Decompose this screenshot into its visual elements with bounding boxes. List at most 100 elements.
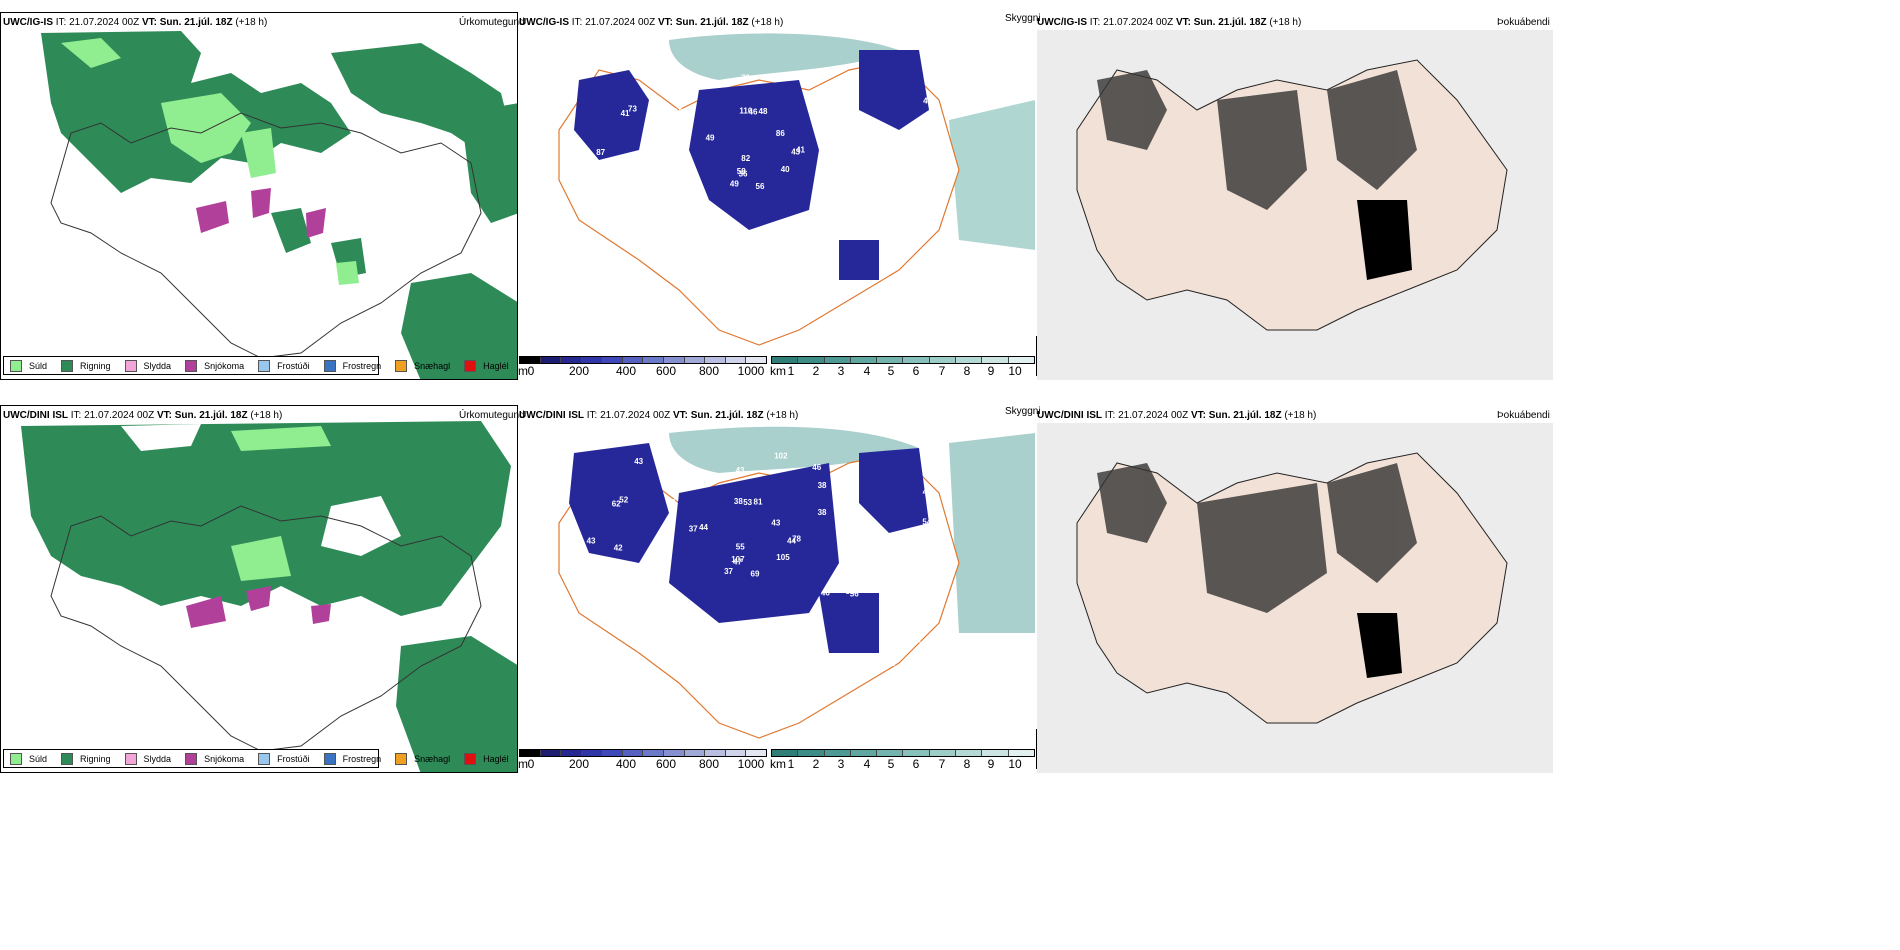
row1-vis-vt-label: VT: [657,17,673,28]
row2-precip-map: Súld Rigning Slydda Snjókoma Frostúði Fr… [0,405,518,773]
map-value-label: 40 [781,165,790,174]
map-value-label: 97 [844,475,853,484]
elevation-ticks: 0 200 400 600 800 1000 [519,364,767,378]
visibility-tick: 9 [987,757,995,771]
map-value-label: 61 [917,659,926,668]
legend-item-sudl: Súld [10,752,48,765]
map-value-label: 85 [846,587,855,596]
map-value-label: 48 [759,107,768,116]
map-value-label: 57 [640,280,649,289]
row2-vis-vt-value: Sun. 21.júl. 18Z [690,410,764,421]
map-value-label: 53 [743,498,752,507]
visibility-ticks: 1 2 3 4 5 6 7 8 9 10 [771,364,1035,378]
row1-snow-1 [196,201,229,233]
map-value-label: 52 [917,276,926,285]
visibility-tick: 1 [787,757,795,771]
row1-drizzle-3 [241,128,276,178]
row2-snow-3 [311,604,331,624]
elevation-tick: 200 [568,757,590,771]
map-value-label: 110 [739,107,752,116]
row1-fog-east [949,100,1035,250]
elevation-tick: 1000 [737,757,765,771]
visibility-tick: 2 [812,757,820,771]
row2-precip-svg [21,421,517,772]
map-value-label: 42 [614,544,623,553]
row2-model: UWC/DINI ISL [3,410,68,421]
legend-label: Slydda [143,753,172,764]
row1-fog-black-e [1357,200,1412,280]
legend-swatch [61,752,74,765]
row2-fog-title: Þokuábendi [1497,410,1550,421]
legend-label: Súld [29,753,48,764]
row2-fog-dark-ne [1327,463,1417,583]
legend-label: Frostúði [277,753,310,764]
row2-snow-2 [246,586,271,611]
map-value-label: 73 [628,105,637,114]
row2-vis-vt-label: VT: [672,410,688,421]
row1-fog-dark-n [1217,90,1307,210]
visibility-cells [771,749,1035,757]
visibility-tick: 4 [863,364,871,378]
visibility-tick: 6 [912,364,920,378]
row2-vt-value: Sun. 21.júl. 18Z [174,410,248,421]
map-value-label: 107 [731,555,745,564]
row2-fog-it-value: 21.07.2024 00Z [1118,410,1189,421]
legend-item-frostudi: Frostúði [258,359,310,372]
map-value-label: 44 [787,536,796,545]
visibility-tick: 3 [837,364,845,378]
visibility-tick: 10 [1008,757,1022,771]
map-value-label: 47 [923,97,932,106]
map-value-label: 43 [598,639,607,648]
elevation-ticks: 0 200 400 600 800 1000 [519,757,767,771]
map-value-label: 74 [634,231,643,240]
visibility-tick: 5 [887,757,895,771]
legend-swatch [395,752,408,765]
map-value-label: 41 [923,128,932,137]
map-value-label: 52 [824,202,833,211]
map-value-label: 52 [681,233,690,242]
map-value-label: 69 [751,569,760,578]
map-value-label: 56 [850,590,859,599]
map-value-label: 53 [676,229,685,238]
map-value-label: 43 [736,466,745,475]
row1-vis-header: UWC/IG-IS IT: 21.07.2024 00Z VT: Sun. 21… [519,17,783,29]
row2-vis-model: UWC/DINI ISL [519,410,584,421]
map-value-label: 70 [821,118,830,127]
row1-it-value: 21.07.2024 00Z [69,17,140,28]
row2-vis-title: Skyggni [1005,406,1041,417]
row2-fog-black-e [1357,613,1402,678]
map-value-label: 40 [923,488,932,497]
elevation-tick: 400 [615,364,637,378]
row2-iceland-outline [50,505,482,752]
row2-fog-it-label: IT: [1104,410,1116,421]
map-value-label: 43 [771,519,780,528]
map-value-label: 44 [623,155,632,164]
row2-fog-dark-nw [1097,463,1167,543]
visibility-tick: 7 [938,364,946,378]
row2-header: UWC/DINI ISL IT: 21.07.2024 00Z VT: Sun.… [3,410,282,422]
map-value-label: 71 [912,635,921,644]
row1-precip-svg [41,31,517,379]
map-value-label: 47 [733,557,742,566]
row1-vis-lead: (+18 h) [751,17,784,28]
row1-fog-header: UWC/IG-IS IT: 21.07.2024 00Z VT: Sun. 21… [1037,17,1301,29]
row1-rain-area-3 [461,103,517,223]
row1-drizzle-4 [336,261,359,285]
map-value-label: 38 [734,497,743,506]
legend-item-sudl: Súld [10,359,47,372]
map-value-label: 147 [852,203,866,212]
row1-fog-map [1037,30,1553,380]
visibility-tick: 9 [987,364,995,378]
row2-vt-label: VT: [156,410,172,421]
map-value-label: 47 [607,255,616,264]
map-value-label: 62 [612,500,621,509]
row1-fog-svg [1037,30,1553,380]
visibility-tick: 1 [787,364,795,378]
legend-item-haglel: Haglél [464,752,509,765]
legend-label: Rigning [80,753,111,764]
row1-visibility-colorbar: km 1 2 3 4 5 6 7 8 9 10 [770,356,1035,378]
legend-swatch [10,752,22,765]
map-value-label: 56 [756,182,765,191]
legend-item-snaehagl: Snæhagl [395,752,450,765]
legend-item-snjokoma: Snjókoma [185,359,244,372]
